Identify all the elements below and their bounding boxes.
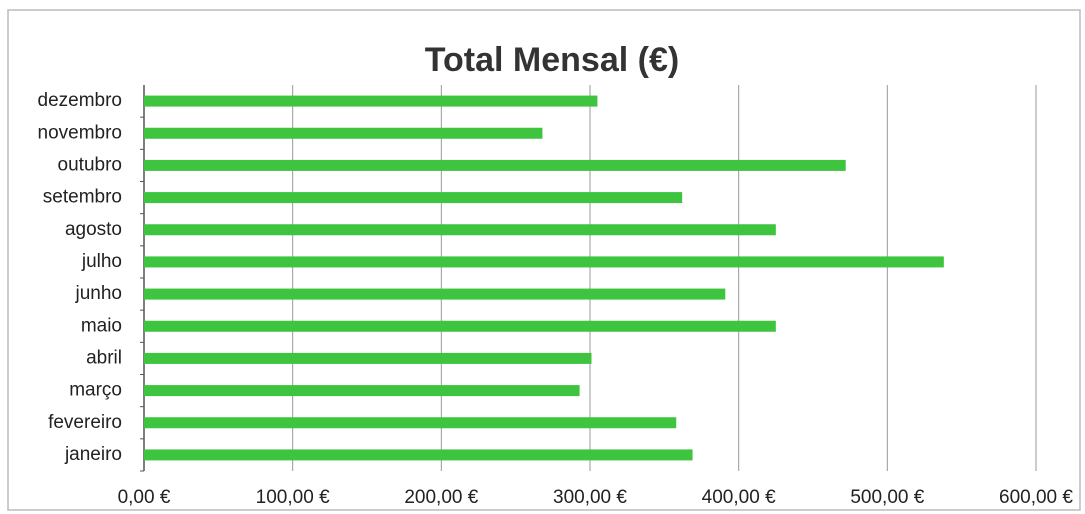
bar [144,159,846,171]
y-tick-label: outubro [58,154,122,175]
bar [144,385,580,397]
bar [144,320,776,332]
bar [144,127,543,139]
y-tick-label: junho [75,283,123,304]
y-tick-label: abril [86,347,122,368]
y-tick-label: novembro [38,122,123,143]
y-tick-label: fevereiro [48,412,122,433]
y-tick-label: agosto [65,219,122,240]
y-tick-label: março [69,380,122,401]
x-tick-label: 400,00 € [702,487,776,508]
x-tick-label: 0,00 € [118,487,171,508]
y-tick-label: dezembro [38,90,123,111]
y-tick-label: setembro [43,187,122,208]
chart-frame [7,9,1081,511]
bar [144,224,776,236]
bar [144,417,677,429]
bar [144,352,592,364]
bar [144,256,944,268]
x-tick-label: 100,00 € [256,487,330,508]
x-tick-label: 200,00 € [404,487,478,508]
bar [144,192,683,204]
y-tick-label: julho [81,251,122,272]
y-tick-label: janeiro [64,444,122,465]
chart-title: Total Mensal (€) [425,41,679,79]
x-tick-label: 500,00 € [850,487,924,508]
bar [144,449,693,461]
y-tick-label: maio [81,315,122,336]
x-tick-label: 300,00 € [553,487,627,508]
bar [144,288,726,300]
bar [144,95,598,107]
x-tick-label: 600,00 € [999,487,1073,508]
